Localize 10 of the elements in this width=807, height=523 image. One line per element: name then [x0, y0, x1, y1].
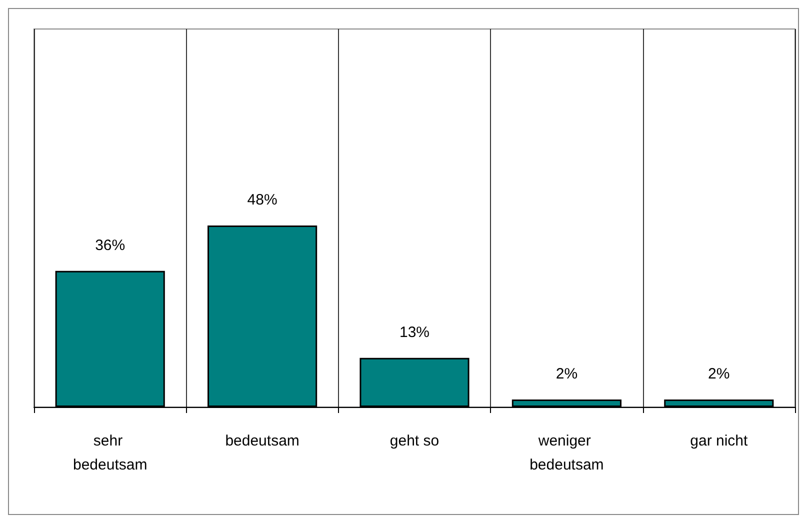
data-label: 2% — [708, 365, 730, 382]
x-tick-label: gar nicht — [690, 432, 748, 450]
data-label: 2% — [556, 365, 578, 382]
data-label: 13% — [399, 324, 430, 341]
x-tick-label: bedeutsam — [225, 432, 300, 450]
data-label: 48% — [247, 192, 278, 209]
x-tick-label: weniger bedeutsam — [530, 432, 604, 474]
x-tick-label: sehr bedeutsam — [72, 432, 148, 474]
x-tick-label: geht so — [390, 432, 440, 450]
data-label: 36% — [95, 236, 126, 254]
